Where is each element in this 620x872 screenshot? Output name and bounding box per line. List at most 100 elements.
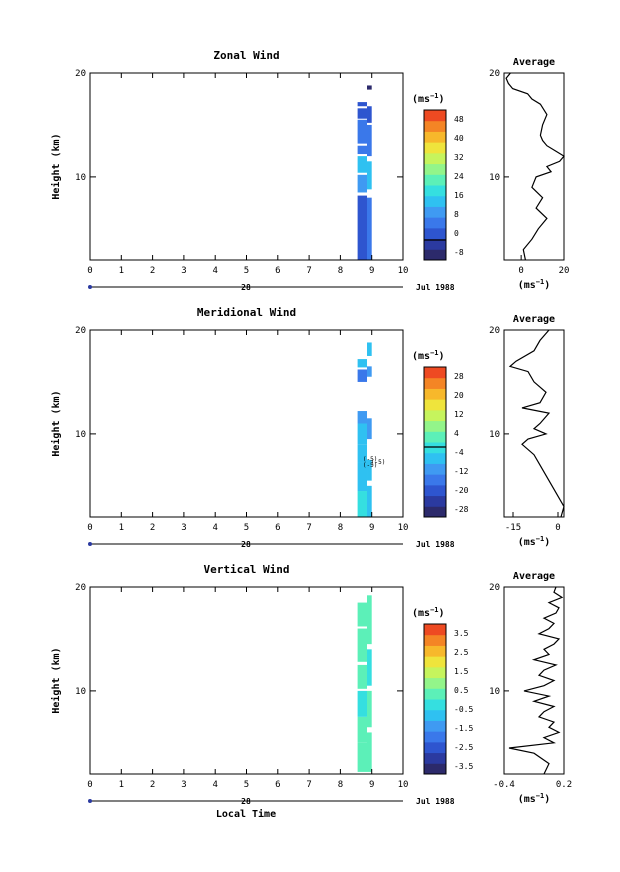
colorbar-swatch xyxy=(424,206,446,218)
average-panel: Average 20 10 -15 0 (ms−1) xyxy=(489,314,565,548)
average-x-unit-close: ) xyxy=(544,794,550,805)
panel-title: Meridional Wind xyxy=(197,306,296,319)
colorbar-swatch xyxy=(424,699,446,711)
heatmap-cell xyxy=(367,649,372,686)
colorbar-frame xyxy=(423,366,447,518)
average-x-unit: (ms−1) xyxy=(518,278,551,291)
colorbar-swatch xyxy=(424,185,446,197)
x-tick-label: 5 xyxy=(244,266,249,276)
average-frame xyxy=(503,72,565,261)
average-profile-line xyxy=(508,586,564,775)
colorbar-swatch xyxy=(424,227,446,240)
x-tick-label: 1 xyxy=(119,266,124,276)
x-tick-label: 6 xyxy=(275,780,280,790)
x-tick-label: 10 xyxy=(398,523,409,533)
average-x-tick-label: -0.4 xyxy=(493,780,515,790)
x-tick-label: 9 xyxy=(369,523,374,533)
colorbar-unit-base: (ms xyxy=(412,608,430,619)
y-tick-label: 10 xyxy=(75,173,86,183)
x-tick-label: 4 xyxy=(212,523,217,533)
day-label: 28 xyxy=(241,797,251,806)
colorbar-unit-exp: −1 xyxy=(430,606,438,614)
x-tick-label: 8 xyxy=(338,523,343,533)
average-x-unit-close: ) xyxy=(544,280,550,291)
x-tick-label: 5 xyxy=(244,523,249,533)
colorbar-label: -2.5 xyxy=(454,743,473,752)
heatmap-cell xyxy=(367,459,372,481)
colorbar-swatch xyxy=(424,110,446,122)
heatmap-cell xyxy=(357,369,368,382)
date-label: Jul 1988 xyxy=(416,797,455,806)
average-title: Average xyxy=(513,571,555,582)
colorbar-swatch xyxy=(424,506,446,518)
average-x-tick-label: 0.2 xyxy=(556,780,572,790)
colorbar-label: -8 xyxy=(454,248,464,257)
colorbar-label: -3.5 xyxy=(454,762,473,771)
heatmap-cell xyxy=(357,742,368,772)
x-axis-label: Local Time xyxy=(216,808,276,820)
colorbar-swatch xyxy=(424,377,446,389)
heatmap-cell xyxy=(367,161,372,190)
y-tick-label: 20 xyxy=(75,326,86,336)
heatmap-cell xyxy=(357,444,368,463)
colorbar-swatch xyxy=(424,656,446,668)
heatmap-cells xyxy=(357,342,372,517)
average-x-unit-close: ) xyxy=(544,537,550,548)
contour-label: (-5) xyxy=(363,462,377,469)
colorbar-unit-close: ) xyxy=(439,94,445,105)
colorbar-label: -1.5 xyxy=(454,724,473,733)
average-profile-line xyxy=(505,72,565,261)
date-label: Jul 1988 xyxy=(416,540,455,549)
colorbar-swatch xyxy=(424,120,446,132)
x-tick-label: 0 xyxy=(87,780,92,790)
plot-frame xyxy=(89,586,404,775)
colorbar-swatch xyxy=(424,152,446,165)
heatmap-cell xyxy=(357,602,368,627)
heatmap-cell xyxy=(357,628,368,662)
plot-frame xyxy=(89,329,404,518)
heatmap-cell xyxy=(357,411,368,424)
colorbar-swatch xyxy=(424,163,446,175)
heatmap-cell xyxy=(367,106,372,123)
colorbar-swatch xyxy=(424,474,446,486)
heatmap-cells xyxy=(357,85,372,260)
average-y-tick-label: 10 xyxy=(489,430,500,440)
date-axis-marker xyxy=(88,542,92,546)
colorbar-swatch xyxy=(424,131,446,143)
panel-title: Vertical Wind xyxy=(203,563,289,576)
colorbar-unit-base: (ms xyxy=(412,351,430,362)
average-y-tick-label: 10 xyxy=(489,173,500,183)
day-label: 28 xyxy=(241,283,251,292)
colorbar: (ms−1) 28 20 12 4 -4 -12 -20 -28 xyxy=(412,349,469,518)
x-tick-label: 8 xyxy=(338,780,343,790)
average-x-unit-base: (ms xyxy=(518,280,536,291)
heatmap-cell xyxy=(357,716,368,743)
heatmap-cell xyxy=(357,156,368,173)
x-tick-label: 9 xyxy=(369,780,374,790)
colorbar-swatch xyxy=(424,174,446,186)
heatmap-cell xyxy=(367,485,372,517)
colorbar-swatch xyxy=(424,634,446,646)
heatmap-cell xyxy=(357,423,368,445)
heatmap-cell xyxy=(357,145,368,155)
colorbar-swatch xyxy=(424,195,446,207)
colorbar-swatch xyxy=(424,409,446,422)
colorbar-label: 24 xyxy=(454,172,464,181)
heatmap-cell xyxy=(367,197,372,260)
colorbar: (ms−1) 48 40 32 24 16 8 0 -8 xyxy=(412,92,464,261)
colorbar-unit-close: ) xyxy=(439,608,445,619)
x-tick-label: 6 xyxy=(275,523,280,533)
colorbar-unit: (ms−1) xyxy=(412,92,445,105)
colorbar-swatch xyxy=(424,720,446,732)
colorbar-swatch xyxy=(424,645,446,657)
colorbar-swatch xyxy=(424,420,446,432)
average-frame xyxy=(503,329,565,518)
average-x-unit-base: (ms xyxy=(518,794,536,805)
x-tick-label: 1 xyxy=(119,780,124,790)
colorbar-label: 0.5 xyxy=(454,686,469,695)
colorbar-label: 32 xyxy=(454,153,464,162)
average-x-tick-label: 20 xyxy=(559,266,570,276)
x-tick-label: 3 xyxy=(181,780,186,790)
average-x-tick-label: 0 xyxy=(518,266,523,276)
